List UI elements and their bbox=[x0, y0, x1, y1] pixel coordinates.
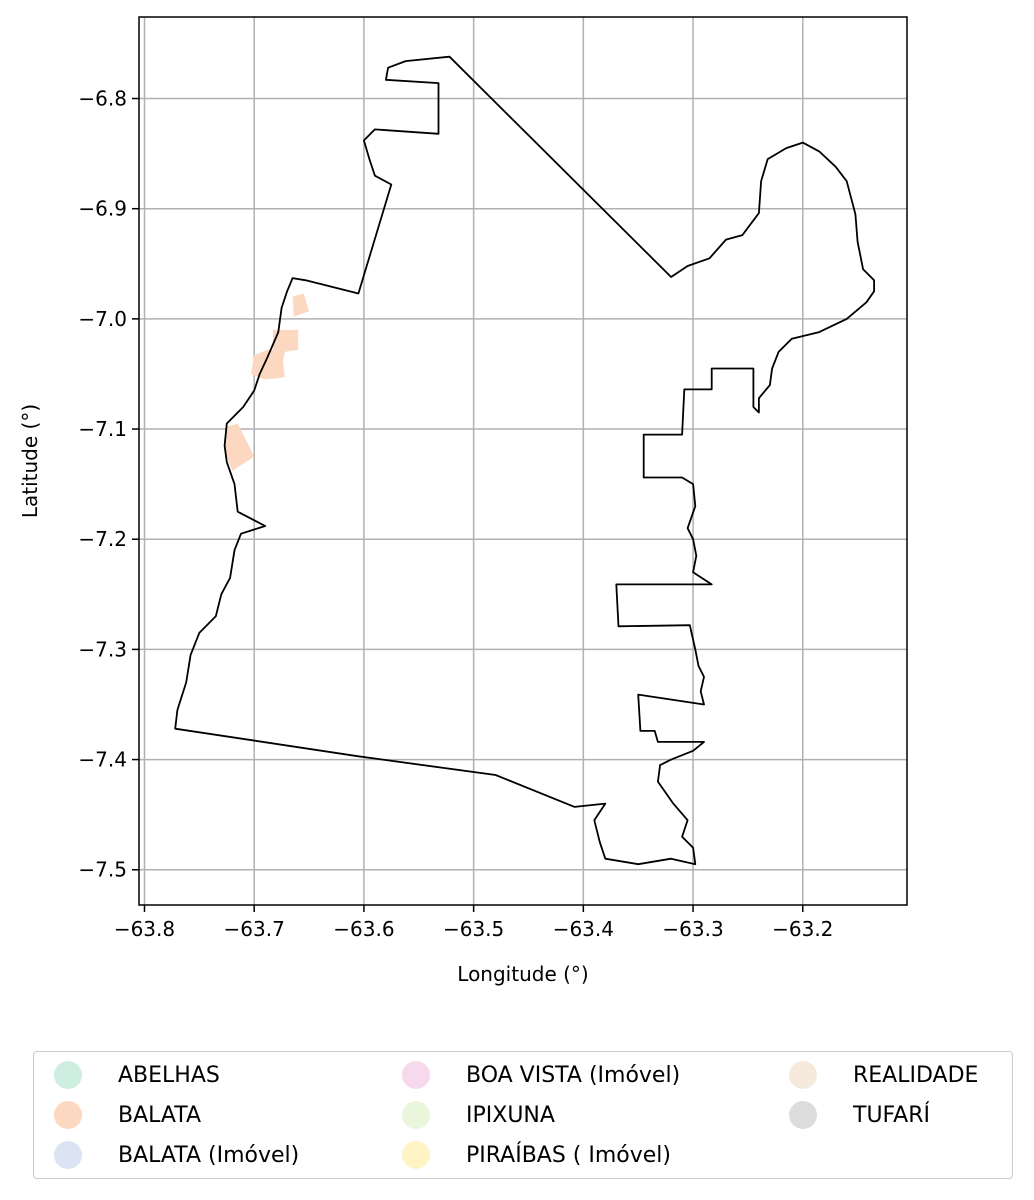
legend-item: BOA VISTA (Imóvel) bbox=[402, 1058, 680, 1092]
x-tick-label: −63.6 bbox=[333, 917, 394, 941]
y-tick-label: −6.8 bbox=[78, 87, 127, 111]
legend-swatch bbox=[402, 1141, 430, 1169]
y-tick-label: −7.0 bbox=[78, 307, 127, 331]
grid-lines bbox=[139, 17, 907, 905]
x-tick-label: −63.7 bbox=[224, 917, 285, 941]
map-plot: −63.8 −63.7 −63.6 −63.5 −63.4 −63.3 −63.2 −6.8… bbox=[18, 16, 908, 986]
polygon-balata bbox=[250, 349, 285, 380]
polygon-balata bbox=[224, 423, 255, 471]
legend-item: TUFARÍ bbox=[789, 1098, 930, 1132]
legend-label: REALIDADE bbox=[853, 1062, 979, 1088]
legend-swatch bbox=[54, 1101, 82, 1129]
legend-label: BALATA (Imóvel) bbox=[118, 1142, 300, 1168]
legend-swatch bbox=[54, 1141, 82, 1169]
legend-label: BALATA bbox=[118, 1102, 202, 1128]
y-axis-ticks: −6.8 −6.9 −7.0 −7.1 −7.2 −7.3 −7.4 −7.5 bbox=[78, 87, 139, 882]
class-polygons bbox=[224, 293, 310, 471]
y-tick-label: −6.9 bbox=[78, 197, 127, 221]
legend-label: TUFARÍ bbox=[853, 1102, 930, 1128]
x-axis-label: Longitude (°) bbox=[457, 962, 588, 986]
legend-item: PIRAÍBAS ( Imóvel) bbox=[402, 1138, 671, 1172]
x-axis-ticks: −63.8 −63.7 −63.6 −63.5 −63.4 −63.3 −63.2 bbox=[114, 905, 833, 941]
legend-swatch bbox=[789, 1101, 817, 1129]
legend-label: BOA VISTA (Imóvel) bbox=[466, 1062, 681, 1088]
y-tick-label: −7.4 bbox=[78, 748, 127, 772]
x-tick-label: −63.8 bbox=[114, 917, 175, 941]
legend-swatch bbox=[402, 1101, 430, 1129]
legend-item: BALATA (Imóvel) bbox=[54, 1138, 299, 1172]
legend-swatch bbox=[54, 1061, 82, 1089]
plot-frame bbox=[138, 16, 908, 906]
x-tick-label: −63.2 bbox=[772, 917, 833, 941]
legend-swatch bbox=[789, 1061, 817, 1089]
polygon-balata bbox=[292, 293, 310, 317]
boundary-outline bbox=[174, 55, 875, 866]
legend-item: BALATA bbox=[54, 1098, 201, 1132]
x-tick-label: −63.3 bbox=[662, 917, 723, 941]
legend-label: PIRAÍBAS ( Imóvel) bbox=[466, 1142, 671, 1168]
legend-item: IPIXUNA bbox=[402, 1098, 555, 1132]
legend-label: IPIXUNA bbox=[466, 1102, 555, 1128]
legend-item: ABELHAS bbox=[54, 1058, 220, 1092]
y-tick-label: −7.5 bbox=[78, 858, 127, 882]
y-tick-label: −7.1 bbox=[78, 417, 127, 441]
legend-item: REALIDADE bbox=[789, 1058, 978, 1092]
y-axis-label: Latitude (°) bbox=[18, 404, 42, 518]
x-tick-label: −63.5 bbox=[443, 917, 504, 941]
municipality-boundary bbox=[174, 55, 875, 866]
plot-background bbox=[139, 17, 907, 905]
x-tick-label: −63.4 bbox=[553, 917, 614, 941]
y-tick-label: −7.2 bbox=[78, 527, 127, 551]
y-tick-label: −7.3 bbox=[78, 637, 127, 661]
legend-label: ABELHAS bbox=[118, 1062, 220, 1088]
legend-swatch bbox=[402, 1061, 430, 1089]
legend: ABELHAS BALATA BALATA (Imóvel) BOA VISTA (I… bbox=[33, 1051, 1013, 1179]
